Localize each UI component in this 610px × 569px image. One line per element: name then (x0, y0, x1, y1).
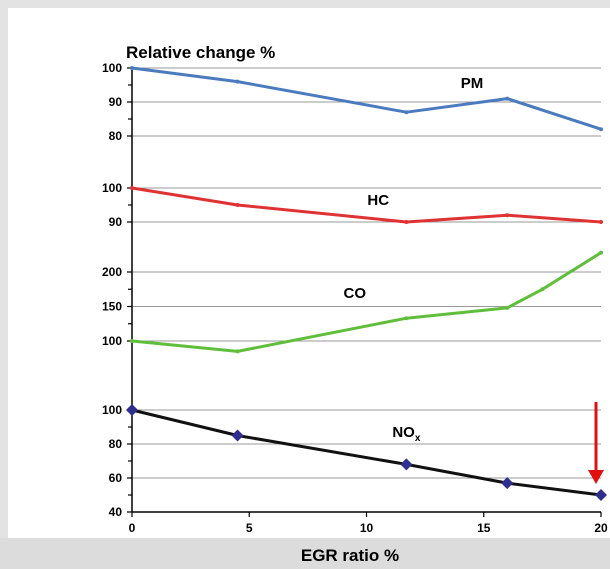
data-point-no-2 (400, 458, 413, 471)
data-point-co-0 (130, 339, 134, 343)
data-point-pm-3 (505, 96, 510, 101)
annotation-arrow-head (588, 470, 604, 484)
y-tick-label-pm-100: 100 (102, 61, 122, 75)
y-tick-label-no-80: 80 (109, 437, 123, 451)
series-label-no: NOx (392, 424, 421, 444)
data-point-co-5 (599, 250, 603, 255)
series-label-co: CO (344, 285, 367, 302)
data-point-no-4 (595, 489, 607, 501)
data-point-no-3 (501, 477, 514, 490)
chart-panel (8, 8, 610, 538)
y-tick-label-no-40: 40 (109, 505, 123, 519)
data-point-pm-4 (599, 127, 603, 132)
y-tick-label-hc-90: 90 (109, 215, 123, 229)
x-tick-label-20: 20 (594, 521, 608, 535)
series-line-co (131, 251, 602, 353)
data-point-no-1 (231, 429, 244, 442)
data-point-pm-2 (404, 110, 409, 115)
y-tick-label-co-100: 100 (102, 334, 122, 348)
data-point-hc-0 (130, 186, 134, 190)
data-point-co-2 (404, 316, 409, 321)
series-line-pm (131, 66, 602, 131)
x-tick-label-5: 5 (246, 521, 253, 535)
y-tick-label-hc-100: 100 (102, 181, 122, 195)
y-tick-label-pm-90: 90 (109, 95, 123, 109)
x-axis-label: EGR ratio % (301, 546, 399, 565)
data-point-co-4 (540, 287, 545, 292)
x-tick-label-15: 15 (477, 521, 491, 535)
x-tick-label-10: 10 (360, 521, 374, 535)
series-line-no (131, 408, 602, 497)
data-point-hc-4 (599, 220, 603, 224)
y-tick-label-co-200: 200 (102, 265, 122, 279)
chart-title: Relative change % (126, 43, 275, 62)
data-point-no-0 (126, 404, 138, 416)
data-point-pm-0 (130, 66, 134, 70)
series-label-hc: HC (367, 192, 389, 209)
data-point-pm-1 (235, 79, 240, 84)
data-point-hc-2 (404, 220, 409, 224)
y-tick-label-pm-80: 80 (109, 129, 123, 143)
series-label-subscript: x (415, 433, 421, 444)
x-axis-label-band (0, 538, 610, 569)
data-point-co-1 (235, 349, 240, 354)
y-tick-label-no-100: 100 (102, 403, 122, 417)
y-tick-label-no-60: 60 (109, 471, 123, 485)
data-point-hc-1 (235, 203, 240, 207)
data-point-co-3 (505, 305, 510, 310)
x-tick-label-0: 0 (129, 521, 136, 535)
y-tick-label-co-150: 150 (102, 300, 122, 314)
series-label-pm: PM (461, 75, 484, 92)
data-point-hc-3 (505, 213, 510, 218)
